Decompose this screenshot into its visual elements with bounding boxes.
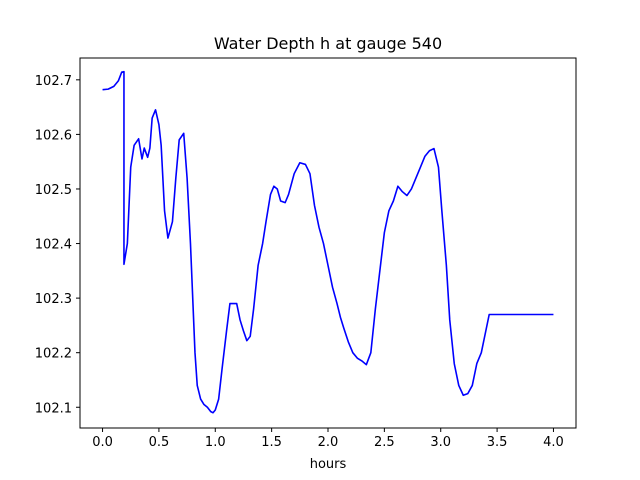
x-axis-label: hours xyxy=(310,457,347,472)
x-tick-label: 3.5 xyxy=(487,435,508,450)
y-tick-label: 102.1 xyxy=(35,401,72,416)
x-tick-label: 0.5 xyxy=(149,435,170,450)
y-tick-label: 102.6 xyxy=(35,128,72,143)
y-tick-label: 102.4 xyxy=(35,238,72,253)
chart-title: Water Depth h at gauge 540 xyxy=(214,34,442,53)
x-tick-label: 2.5 xyxy=(374,435,395,450)
x-tick-label: 1.5 xyxy=(261,435,282,450)
y-tick-label: 102.5 xyxy=(35,183,72,198)
y-tick-label: 102.2 xyxy=(35,347,72,362)
x-tick-label: 1.0 xyxy=(205,435,226,450)
x-tick-label: 0.0 xyxy=(92,435,113,450)
series-line-0 xyxy=(102,70,554,414)
x-tick-label: 4.0 xyxy=(543,435,564,450)
x-axis: 0.0 0.5 1.0 1.5 2.0 2.5 3.0 3.5 4.0 xyxy=(92,428,564,450)
x-tick-label: 3.0 xyxy=(430,435,451,450)
y-tick-label: 102.3 xyxy=(35,292,72,307)
y-tick-label: 102.7 xyxy=(35,74,72,89)
y-axis: 102.1 102.2 102.3 102.4 102.5 102.6 102.7 xyxy=(35,74,80,416)
x-tick-label: 2.0 xyxy=(318,435,339,450)
series-layer xyxy=(102,70,554,414)
